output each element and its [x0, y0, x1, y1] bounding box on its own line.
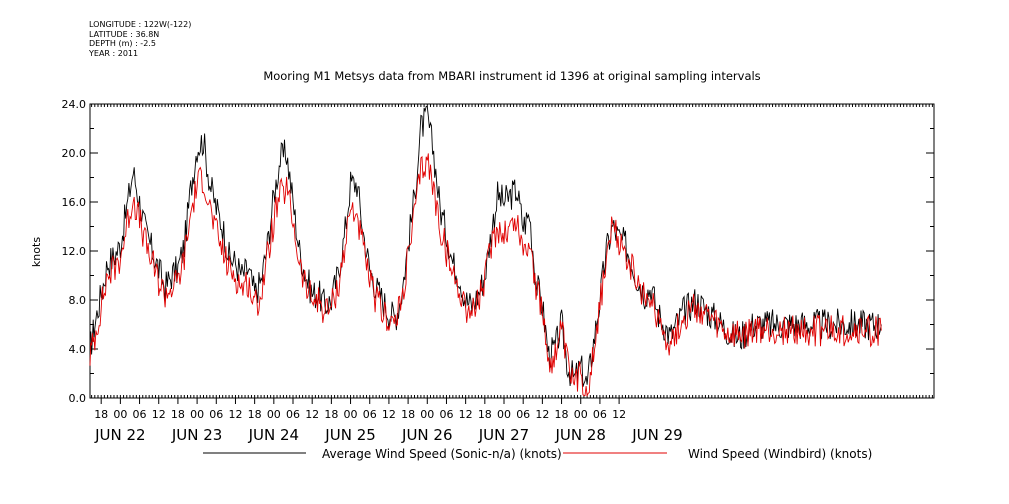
- chart-title: Mooring M1 Metsys data from MBARI instru…: [263, 69, 760, 83]
- x-day-label: JUN 22: [94, 426, 145, 444]
- plot-frame: [89, 103, 935, 399]
- y-tick-label: 20.0: [62, 147, 87, 160]
- y-tick-label: 0.0: [69, 392, 87, 405]
- x-hour-label: 06: [133, 408, 147, 421]
- x-hour-label: 18: [171, 408, 185, 421]
- x-hour-label: 12: [535, 408, 549, 421]
- x-hour-label: 00: [497, 408, 511, 421]
- x-hour-label: 12: [228, 408, 242, 421]
- y-tick-label: 12.0: [62, 245, 87, 258]
- x-hour-label: 06: [593, 408, 607, 421]
- x-hour-label: 00: [190, 408, 204, 421]
- x-hour-label: 18: [94, 408, 108, 421]
- legend-label-average-wind: Average Wind Speed (Sonic-n/a) (knots): [322, 447, 562, 461]
- x-day-label: JUN 28: [554, 426, 605, 444]
- series-layer: [89, 105, 882, 398]
- x-hour-label: 06: [516, 408, 530, 421]
- x-hour-label: 00: [267, 408, 281, 421]
- depth-text: DEPTH (m) : -2.5: [89, 39, 156, 48]
- longitude-text: LONGITUDE : 122W(-122): [89, 20, 192, 29]
- legend: Average Wind Speed (Sonic-n/a) (knots) W…: [203, 447, 872, 461]
- x-hour-label: 06: [209, 408, 223, 421]
- x-hour-label: 18: [324, 408, 338, 421]
- x-day-label: JUN 25: [324, 426, 375, 444]
- x-day-label: JUN 29: [631, 426, 682, 444]
- x-day-label: JUN 23: [171, 426, 222, 444]
- y-tick-label: 24.0: [62, 98, 87, 111]
- x-hour-label: 18: [248, 408, 262, 421]
- x-hour-label: 00: [420, 408, 434, 421]
- series-line-average-wind: [89, 105, 882, 388]
- x-hour-label: 06: [363, 408, 377, 421]
- x-hour-label: 06: [286, 408, 300, 421]
- x-day-label: JUN 24: [248, 426, 299, 444]
- y-tick-label: 8.0: [69, 294, 87, 307]
- x-hour-label: 18: [478, 408, 492, 421]
- legend-label-windbird: Wind Speed (Windbird) (knots): [688, 447, 872, 461]
- x-hour-label: 12: [305, 408, 319, 421]
- x-hour-label: 12: [459, 408, 473, 421]
- latitude-text: LATITUDE : 36.8N: [89, 29, 160, 39]
- x-hour-label: 12: [612, 408, 626, 421]
- x-hour-label: 12: [152, 408, 166, 421]
- x-day-label: JUN 27: [478, 426, 529, 444]
- x-hour-label: 18: [401, 408, 415, 421]
- metadata-block: LONGITUDE : 122W(-122) LATITUDE : 36.8N …: [89, 20, 191, 58]
- y-axis-label: knots: [30, 237, 43, 267]
- x-hour-label: 00: [344, 408, 358, 421]
- top-minor-ticks: [91, 104, 933, 107]
- year-text: YEAR : 2011: [89, 48, 139, 58]
- series-line-windbird: [89, 153, 882, 398]
- x-hour-label: 18: [555, 408, 569, 421]
- x-axis: 18 00 06 12 18 00 06 12 18 00 06 12 18 00 06 12 18 00 06 12…: [91, 395, 933, 444]
- x-day-label: JUN 26: [401, 426, 452, 444]
- y-tick-label: 16.0: [62, 196, 87, 209]
- y-tick-label: 4.0: [69, 343, 87, 356]
- x-hour-label: 00: [574, 408, 588, 421]
- x-hour-label: 06: [439, 408, 453, 421]
- x-hour-label: 00: [113, 408, 127, 421]
- x-hour-label: 12: [382, 408, 396, 421]
- y-axis: 0.0 4.0 8.0 12.0 16.0 20.0 24.0: [62, 98, 934, 405]
